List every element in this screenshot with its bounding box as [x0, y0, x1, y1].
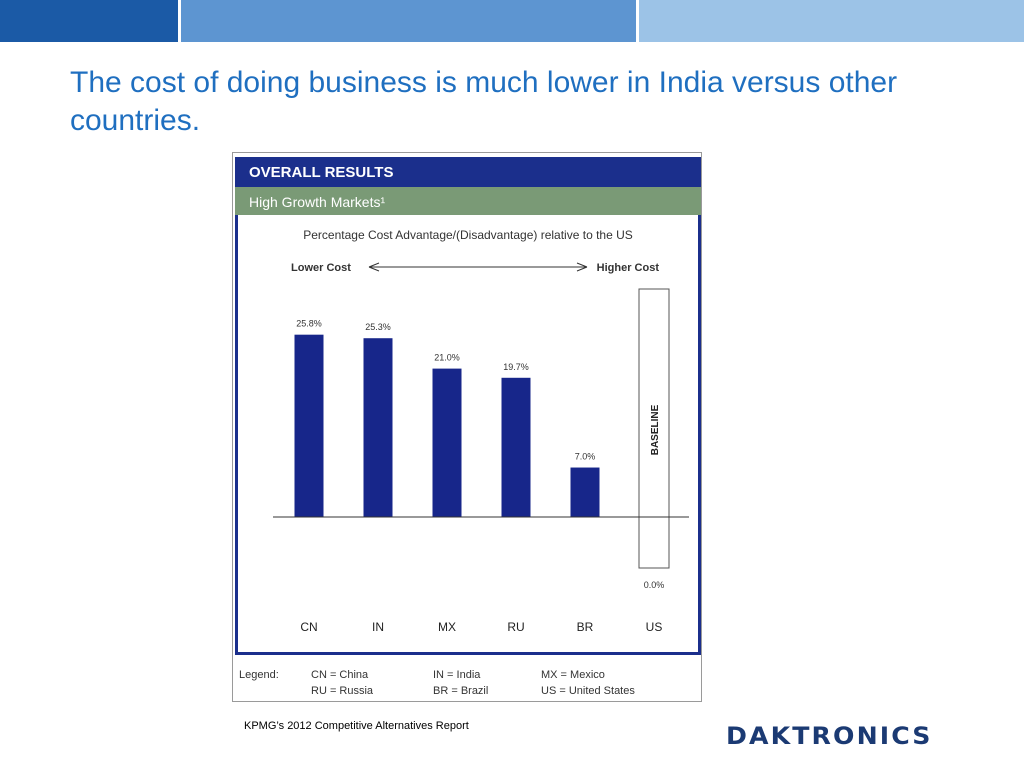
legend: Legend: CN = China IN = India MX = Mexic…	[237, 663, 697, 699]
figure-subheader: High Growth Markets¹	[235, 187, 701, 215]
bar-br	[570, 467, 600, 517]
data-label: 25.3%	[365, 322, 391, 332]
bar-in	[363, 338, 393, 517]
legend-entry: RU = Russia	[311, 685, 374, 697]
source-note: KPMG’s 2012 Competitive Alternatives Rep…	[244, 720, 469, 732]
plot-frame	[235, 215, 701, 655]
legend-entry: CN = China	[311, 669, 369, 681]
legend-label: Legend:	[239, 669, 279, 681]
data-label: 0.0%	[644, 580, 665, 590]
category-label: MX	[438, 620, 456, 634]
category-label: US	[646, 620, 663, 634]
top-bar-segment-medium	[181, 0, 636, 42]
figure-header: OVERALL RESULTS	[235, 157, 701, 187]
lower-cost-label: Lower Cost	[291, 262, 351, 274]
data-label: 25.8%	[296, 319, 322, 329]
legend-entry: MX = Mexico	[541, 669, 605, 681]
slide-title: The cost of doing business is much lower…	[70, 66, 898, 137]
bar-cn	[294, 334, 324, 517]
data-label: 7.0%	[575, 452, 596, 462]
results-figure: OVERALL RESULTS High Growth Markets¹ Per…	[232, 152, 702, 702]
arrow-head-right-icon	[576, 262, 588, 272]
data-label: 21.0%	[434, 353, 460, 363]
chart-title: Percentage Cost Advantage/(Disadvantage)…	[303, 228, 633, 242]
baseline-label: BASELINE	[650, 404, 661, 455]
bar-ru	[501, 377, 531, 517]
company-logo: DAKTRONICS	[726, 722, 933, 750]
category-label: RU	[507, 620, 524, 634]
top-color-bar	[0, 0, 1024, 44]
category-label: BR	[577, 620, 594, 634]
higher-cost-label: Higher Cost	[597, 262, 660, 274]
bar-chart: Percentage Cost Advantage/(Disadvantage)…	[273, 228, 689, 634]
legend-entry: IN = India	[433, 669, 481, 681]
category-label: IN	[372, 620, 384, 634]
category-label: CN	[300, 620, 317, 634]
legend-entry: BR = Brazil	[433, 685, 489, 697]
data-label: 19.7%	[503, 362, 529, 372]
baseline-box	[638, 288, 670, 569]
arrow-head-left-icon	[368, 262, 380, 272]
top-bar-segment-light	[639, 0, 1024, 42]
legend-entry: US = United States	[541, 685, 635, 697]
bar-mx	[432, 368, 462, 517]
top-bar-segment-dark	[0, 0, 178, 42]
